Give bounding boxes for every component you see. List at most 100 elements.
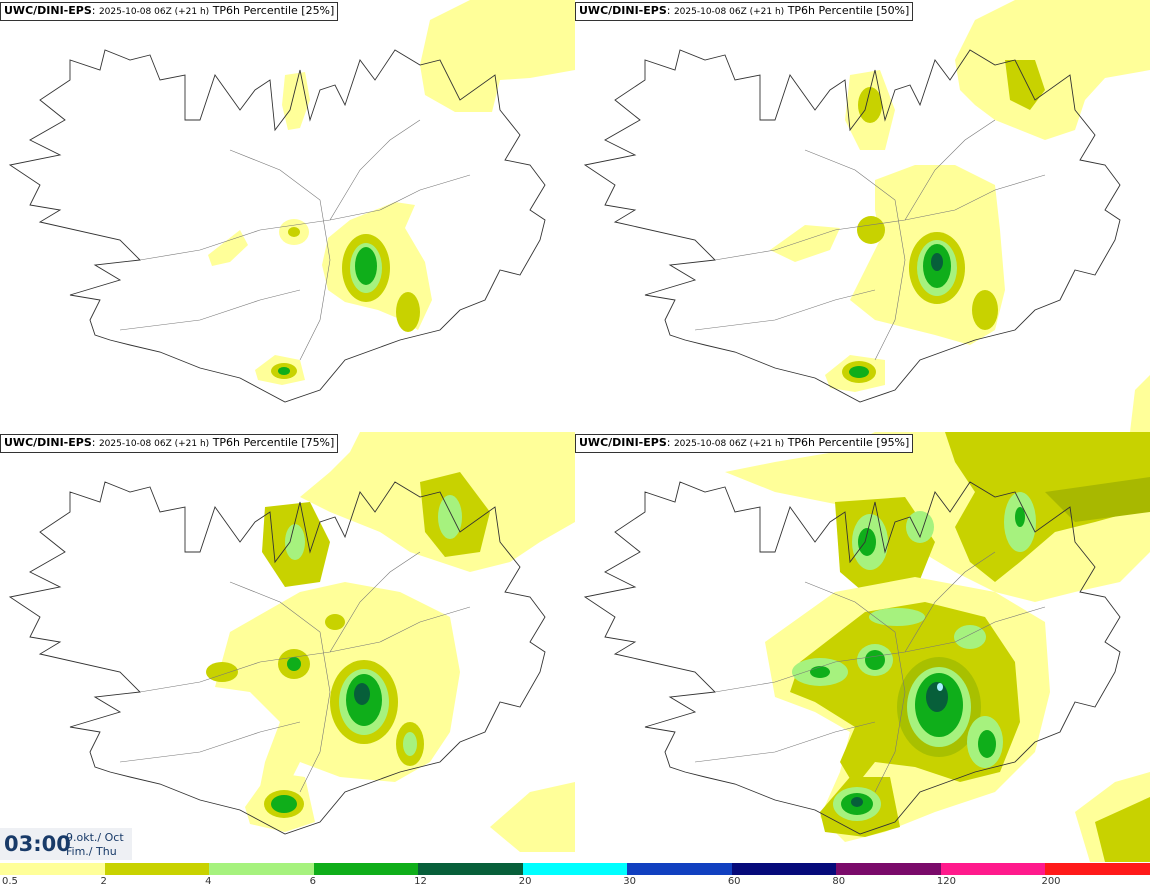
colorbar-tick-label: 200 [1041, 876, 1061, 887]
panel-title: UWC/DINI-EPS: 2025-10-08 06Z (+21 h) TP6… [0, 434, 339, 453]
colorbar-swatch [940, 863, 1046, 875]
init-time: 2025-10-08 06Z (+21 h) [673, 439, 785, 449]
precip-core-20mm [937, 683, 943, 691]
colorbar-swatch [836, 863, 941, 875]
colorbar-swatch [418, 863, 523, 875]
precip-fill [206, 432, 575, 852]
precip-blob [978, 730, 996, 758]
precip-blob [288, 227, 300, 237]
precip-region-se-edge [1130, 375, 1150, 432]
colorbar-tick-label: 30 [623, 876, 636, 887]
precip-region-west [208, 230, 248, 266]
colorbar-swatch [522, 863, 628, 875]
precip-region-ne-core [1005, 60, 1045, 110]
borders [119, 119, 471, 361]
precip-blob [1015, 507, 1025, 527]
precip-blob [849, 366, 869, 378]
valid-time-box: 03:00 9.okt./ Oct Fim./ Thu [0, 828, 132, 860]
map-panel-p25: UWC/DINI-EPS: 2025-10-08 06Z (+21 h) TP6… [0, 0, 575, 432]
precip-blob [810, 666, 830, 678]
precip-fill [725, 432, 1150, 862]
colorbar-swatch [1045, 863, 1150, 875]
precip-blob [954, 625, 986, 649]
precip-blob [438, 495, 462, 539]
valid-day-line: Fim./ Thu [66, 845, 117, 858]
precip-blob [851, 797, 863, 807]
valid-date-line: 9.okt./ Oct [66, 831, 124, 844]
precip-region-ne-core [945, 432, 1150, 582]
model-name: UWC/DINI-EPS [4, 4, 92, 17]
valid-date: 9.okt./ Oct Fim./ Thu [66, 831, 124, 859]
precip-core-12mm [931, 253, 943, 271]
coastline [583, 481, 1121, 835]
precip-blob [285, 524, 305, 560]
colorbar-swatch [0, 863, 105, 875]
map-panel-p95: UWC/DINI-EPS: 2025-10-08 06Z (+21 h) TP6… [575, 432, 1150, 864]
precip-blob [869, 608, 925, 626]
precip-region-se-edge-core [1095, 797, 1150, 862]
map-panel-p50: UWC/DINI-EPS: 2025-10-08 06Z (+21 h) TP6… [575, 0, 1150, 432]
borders [694, 119, 1046, 361]
colorbar-tick-label: 6 [309, 876, 316, 887]
precip-region-se-edge [490, 782, 575, 852]
borders [694, 551, 1046, 793]
precip-core-12mm [926, 682, 948, 712]
init-time: 2025-10-08 06Z (+21 h) [673, 7, 785, 17]
precip-map [583, 432, 1150, 862]
model-name: UWC/DINI-EPS [4, 436, 92, 449]
init-time: 2025-10-08 06Z (+21 h) [98, 439, 210, 449]
model-name: UWC/DINI-EPS [579, 4, 667, 17]
precip-blob [396, 292, 420, 332]
colorbar-tick-label: 12 [414, 876, 427, 887]
precip-band-orange-edge [1045, 477, 1150, 522]
precip-blob [906, 511, 934, 543]
panel-title: UWC/DINI-EPS: 2025-10-08 06Z (+21 h) TP6… [575, 2, 914, 21]
map-panel-p75: UWC/DINI-EPS: 2025-10-08 06Z (+21 h) TP6… [0, 432, 575, 864]
product-name: TP6h Percentile [25%] [212, 4, 335, 17]
precip-blob [278, 367, 290, 375]
colorbar-tick-label: 2 [100, 876, 107, 887]
precip-core-6mm [355, 247, 377, 285]
precip-region-ne [420, 0, 575, 112]
colorbar-tick-label: 20 [518, 876, 532, 887]
colorbar-tick-label: 60 [727, 876, 741, 887]
valid-time: 03:00 [4, 832, 71, 856]
product-name: TP6h Percentile [50%] [787, 4, 910, 17]
precip-region-west [770, 225, 840, 262]
colorbar-swatch [313, 863, 419, 875]
precip-region-ne [955, 0, 1150, 140]
precip-map [583, 0, 1150, 432]
coastline [8, 481, 546, 835]
colorbar-swatch [731, 863, 837, 875]
precip-map [8, 0, 575, 403]
precip-blob [858, 87, 882, 123]
coastline [583, 49, 1121, 403]
panel-title: UWC/DINI-EPS: 2025-10-08 06Z (+21 h) TP6… [575, 434, 914, 453]
coastline [8, 49, 546, 403]
precip-blob [271, 795, 297, 813]
precip-blob [287, 657, 301, 671]
product-name: TP6h Percentile [75%] [212, 436, 335, 449]
product-name: TP6h Percentile [95%] [787, 436, 910, 449]
precip-fill [770, 0, 1150, 432]
colorbar-swatch [209, 863, 314, 875]
precip-fill [208, 0, 575, 385]
colorbar-tick-label: 4 [205, 876, 212, 887]
colorbar-tick-label: 0.5 [2, 876, 18, 887]
panel-title: UWC/DINI-EPS: 2025-10-08 06Z (+21 h) TP6… [0, 2, 339, 21]
precip-blob [206, 662, 238, 682]
precip-blob [325, 614, 345, 630]
precip-blob [858, 528, 876, 556]
precip-blob [865, 650, 885, 670]
colorbar-swatch [627, 863, 732, 875]
colorbar-ticks: 0.5 2 4 6 12 20 30 60 80 120 200 [0, 876, 1150, 890]
model-name: UWC/DINI-EPS [579, 436, 667, 449]
precip-blob [857, 216, 885, 244]
init-time: 2025-10-08 06Z (+21 h) [98, 7, 210, 17]
borders [119, 551, 471, 793]
colorbar-swatch [104, 863, 210, 875]
precip-blob [403, 732, 417, 756]
colorbar [0, 863, 1150, 875]
precip-map [8, 432, 575, 852]
colorbar-tick-label: 80 [832, 876, 846, 887]
